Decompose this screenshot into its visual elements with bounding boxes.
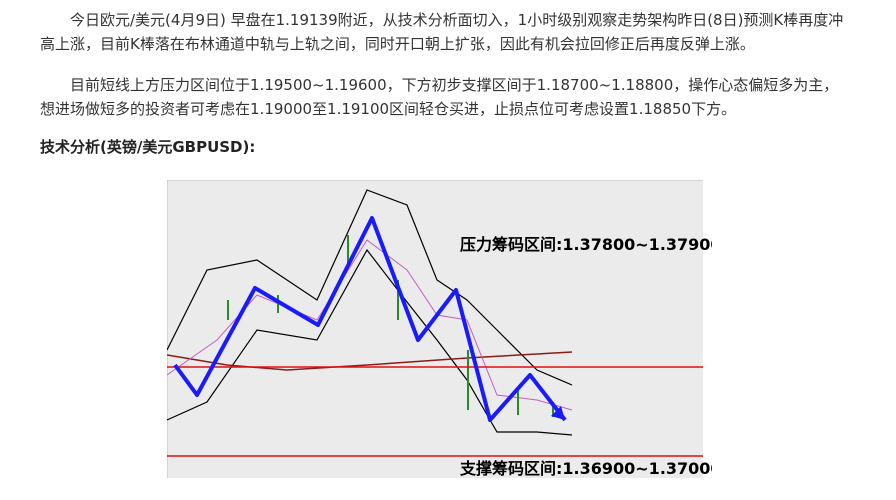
chart-background xyxy=(167,180,712,487)
paragraph: 今日欧元/美元(4月9日) 早盘在1.19139附近，从技术分析面切入，1小时级… xyxy=(40,11,844,53)
bollinger-bands xyxy=(167,189,573,436)
arrow-head xyxy=(551,406,565,420)
section-heading: 技术分析(英镑/美元GBPUSD): xyxy=(40,138,256,156)
time-axis xyxy=(167,478,712,487)
support-label: 支撑筹码区间:1.36900~1.37000 xyxy=(459,459,712,478)
trend-arrows xyxy=(173,216,567,422)
candles xyxy=(227,235,554,417)
resistance-label: 压力筹码区间:1.37800~1.37900 xyxy=(460,235,712,254)
price-axis xyxy=(703,180,712,480)
chart-image: 压力筹码区间:1.37800~1.37900 支撑筹码区间:1.36900~1.… xyxy=(167,180,712,487)
paragraph: 目前短线上方压力区间位于1.19500~1.19600，下方初步支撑区间于1.1… xyxy=(40,76,839,118)
